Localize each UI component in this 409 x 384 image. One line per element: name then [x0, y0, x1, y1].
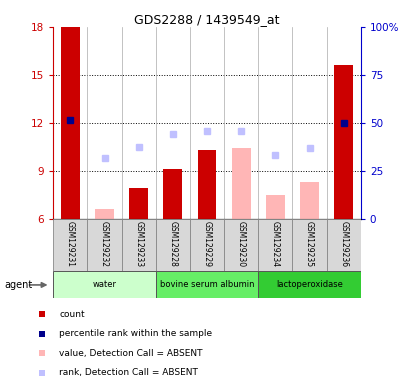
Bar [53, 219, 87, 271]
Text: lactoperoxidase: lactoperoxidase [275, 280, 342, 289]
Text: value, Detection Call = ABSENT: value, Detection Call = ABSENT [59, 349, 202, 358]
Bar [155, 271, 258, 298]
Bar [326, 219, 360, 271]
Text: GSM129234: GSM129234 [270, 222, 279, 268]
Bar [61, 27, 80, 219]
Bar [129, 189, 148, 219]
Text: percentile rank within the sample: percentile rank within the sample [59, 329, 211, 338]
Text: bovine serum albumin: bovine serum albumin [160, 280, 254, 289]
Bar [163, 169, 182, 219]
Text: water: water [92, 280, 116, 289]
Text: GSM129236: GSM129236 [338, 222, 347, 268]
Text: rank, Detection Call = ABSENT: rank, Detection Call = ABSENT [59, 368, 198, 377]
Bar [224, 219, 258, 271]
Bar [265, 195, 284, 219]
Text: GSM129231: GSM129231 [66, 222, 75, 268]
Text: count: count [59, 310, 85, 319]
Text: GSM129233: GSM129233 [134, 222, 143, 268]
Bar [197, 150, 216, 219]
Bar [53, 271, 155, 298]
Bar [258, 271, 360, 298]
Text: GSM129228: GSM129228 [168, 222, 177, 267]
Bar [231, 149, 250, 219]
Bar [299, 182, 318, 219]
Bar [189, 219, 224, 271]
Bar [258, 219, 292, 271]
Text: GSM129229: GSM129229 [202, 222, 211, 268]
Title: GDS2288 / 1439549_at: GDS2288 / 1439549_at [134, 13, 279, 26]
Bar [292, 219, 326, 271]
Text: GSM129235: GSM129235 [304, 222, 313, 268]
Bar [87, 219, 121, 271]
Bar [95, 209, 114, 219]
Text: GSM129230: GSM129230 [236, 222, 245, 268]
Text: agent: agent [4, 280, 32, 290]
Bar [121, 219, 155, 271]
Text: GSM129232: GSM129232 [100, 222, 109, 268]
Bar [155, 219, 189, 271]
Bar [333, 65, 352, 219]
